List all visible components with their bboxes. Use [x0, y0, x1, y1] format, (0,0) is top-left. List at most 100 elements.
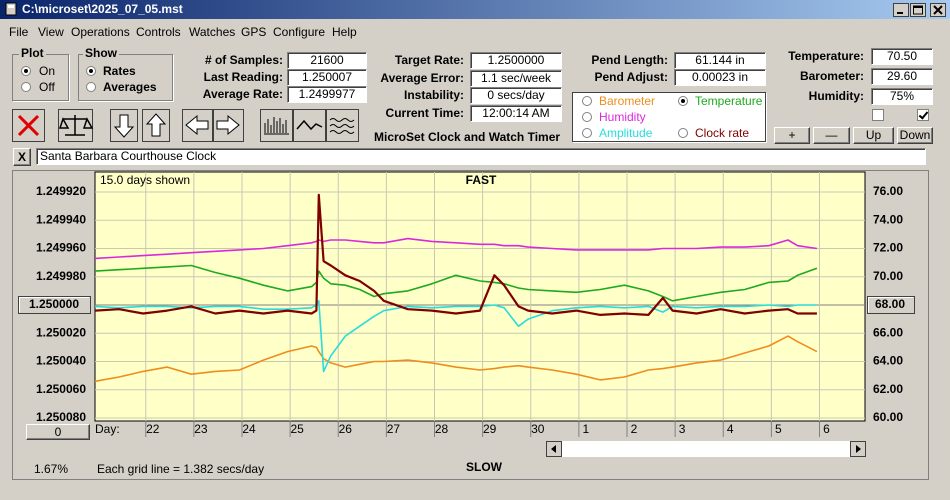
- top-label: FAST: [466, 173, 497, 187]
- field-value: 12:00:14 AM: [470, 104, 562, 122]
- x-tick-label: 3: [679, 422, 686, 436]
- field-label: Pend Adjust:: [594, 70, 668, 84]
- menu-item[interactable]: GPS: [241, 25, 267, 39]
- percent: 1.67%: [34, 462, 69, 476]
- y2-tick-label: 76.00: [873, 184, 903, 198]
- window-controls[interactable]: [893, 3, 947, 17]
- menu-item[interactable]: Configure: [273, 25, 326, 39]
- menu-item[interactable]: Help: [332, 25, 357, 39]
- field-value: 1.2500000: [470, 52, 562, 69]
- x-tick-label: 25: [290, 422, 304, 436]
- field-value: 1.2499977: [287, 86, 367, 103]
- bottom-label: SLOW: [466, 460, 503, 474]
- left-button[interactable]: [182, 109, 213, 142]
- field-label: Average Rate:: [202, 87, 283, 101]
- app-icon: [5, 2, 17, 16]
- legend-radio[interactable]: [678, 128, 688, 138]
- radio-label: Rates: [103, 64, 136, 78]
- series-selector: [572, 92, 766, 142]
- x-tick-label: 28: [435, 422, 449, 436]
- y-tick-label: 1.249980: [36, 269, 86, 283]
- right-button[interactable]: [213, 109, 244, 142]
- x-tick-label: 23: [194, 422, 208, 436]
- y-tick-label: 1.249960: [36, 241, 86, 255]
- y-tick-label: 1.249940: [36, 212, 86, 226]
- legend-label: Amplitude: [599, 126, 653, 140]
- field-value: 21600: [287, 52, 367, 69]
- legend-label: Barometer: [599, 94, 656, 108]
- x-tick-label: 26: [339, 422, 353, 436]
- y2-tick-label: 70.00: [873, 269, 903, 283]
- axis-button[interactable]: [867, 296, 915, 314]
- group-title: Show: [83, 46, 119, 60]
- legend-radio[interactable]: [582, 112, 592, 122]
- series-line: [94, 237, 818, 260]
- field-value: 1.1 sec/week: [470, 69, 562, 87]
- title-bar: [0, 0, 950, 19]
- series-line: [94, 264, 818, 302]
- button-highlight: [19, 297, 90, 313]
- plot-area: [94, 171, 866, 422]
- field-label: Pend Length:: [591, 53, 668, 67]
- toolbar: [12, 109, 359, 142]
- menu-item[interactable]: Watches: [189, 25, 236, 39]
- scroll-arrows[interactable]: [546, 441, 866, 457]
- x-tick-label: 29: [483, 422, 497, 436]
- group-title: Plot: [19, 46, 46, 60]
- menu-item[interactable]: View: [38, 25, 64, 39]
- radio[interactable]: [86, 66, 96, 76]
- field-label: # of Samples:: [204, 53, 283, 67]
- radio-label: Averages: [103, 80, 157, 94]
- clock-name-input[interactable]: Santa Barbara Courthouse Clock: [36, 148, 926, 165]
- field-label: Barometer:: [799, 69, 864, 83]
- up-button[interactable]: [142, 109, 170, 142]
- x-tick-label: 22: [146, 422, 160, 436]
- radio[interactable]: [21, 82, 31, 92]
- checkbox[interactable]: [917, 109, 929, 121]
- field-value: 29.60: [871, 68, 933, 85]
- bars-button[interactable]: [260, 109, 293, 142]
- menu-item[interactable]: Controls: [136, 25, 181, 39]
- button[interactable]: Down: [897, 127, 933, 144]
- checkbox[interactable]: [872, 109, 884, 121]
- radio[interactable]: [21, 66, 31, 76]
- legend-label: Clock rate: [695, 126, 750, 140]
- x-tick-label: 30: [531, 422, 545, 436]
- y2-tick-label: 62.00: [873, 382, 903, 396]
- field-value: 61.144 in: [674, 52, 766, 69]
- y-tick-label: 1.250060: [36, 382, 86, 396]
- close-clock-button[interactable]: X: [13, 148, 31, 166]
- button-highlight: [868, 297, 914, 313]
- y-tick-label: 1.249920: [36, 184, 86, 198]
- field-label: Current Time:: [385, 105, 464, 120]
- stop-button[interactable]: [12, 109, 45, 142]
- days-shown: 15.0 days shown: [100, 173, 190, 187]
- y-tick-label: 1.250080: [36, 410, 86, 424]
- balance-button[interactable]: [58, 109, 94, 142]
- field-label: Temperature:: [788, 49, 864, 63]
- offset-button[interactable]: 0: [26, 424, 90, 440]
- x-tick-label: 5: [775, 422, 782, 436]
- field-label: Target Rate:: [394, 53, 464, 67]
- field-value: 1.250007: [287, 69, 367, 86]
- wave-button[interactable]: [293, 109, 326, 142]
- waves-button[interactable]: [326, 109, 359, 142]
- x-axis-label: Day:: [95, 422, 120, 436]
- legend-label: Temperature: [695, 94, 763, 108]
- axis-button[interactable]: [18, 296, 91, 314]
- button[interactable]: +: [774, 127, 810, 144]
- y2-tick-label: 74.00: [873, 212, 903, 226]
- menu-item[interactable]: Operations: [71, 25, 130, 39]
- radio-label: On: [39, 64, 56, 78]
- legend-radio[interactable]: [582, 128, 592, 138]
- radio[interactable]: [86, 82, 96, 92]
- legend-radio[interactable]: [678, 96, 688, 106]
- button[interactable]: —: [813, 127, 850, 144]
- menu-item[interactable]: File: [9, 25, 29, 39]
- legend-radio[interactable]: [582, 96, 592, 106]
- scrollbar[interactable]: [546, 441, 866, 457]
- down-button[interactable]: [110, 109, 138, 142]
- y2-tick-label: 60.00: [873, 410, 903, 424]
- button[interactable]: Up: [853, 127, 894, 144]
